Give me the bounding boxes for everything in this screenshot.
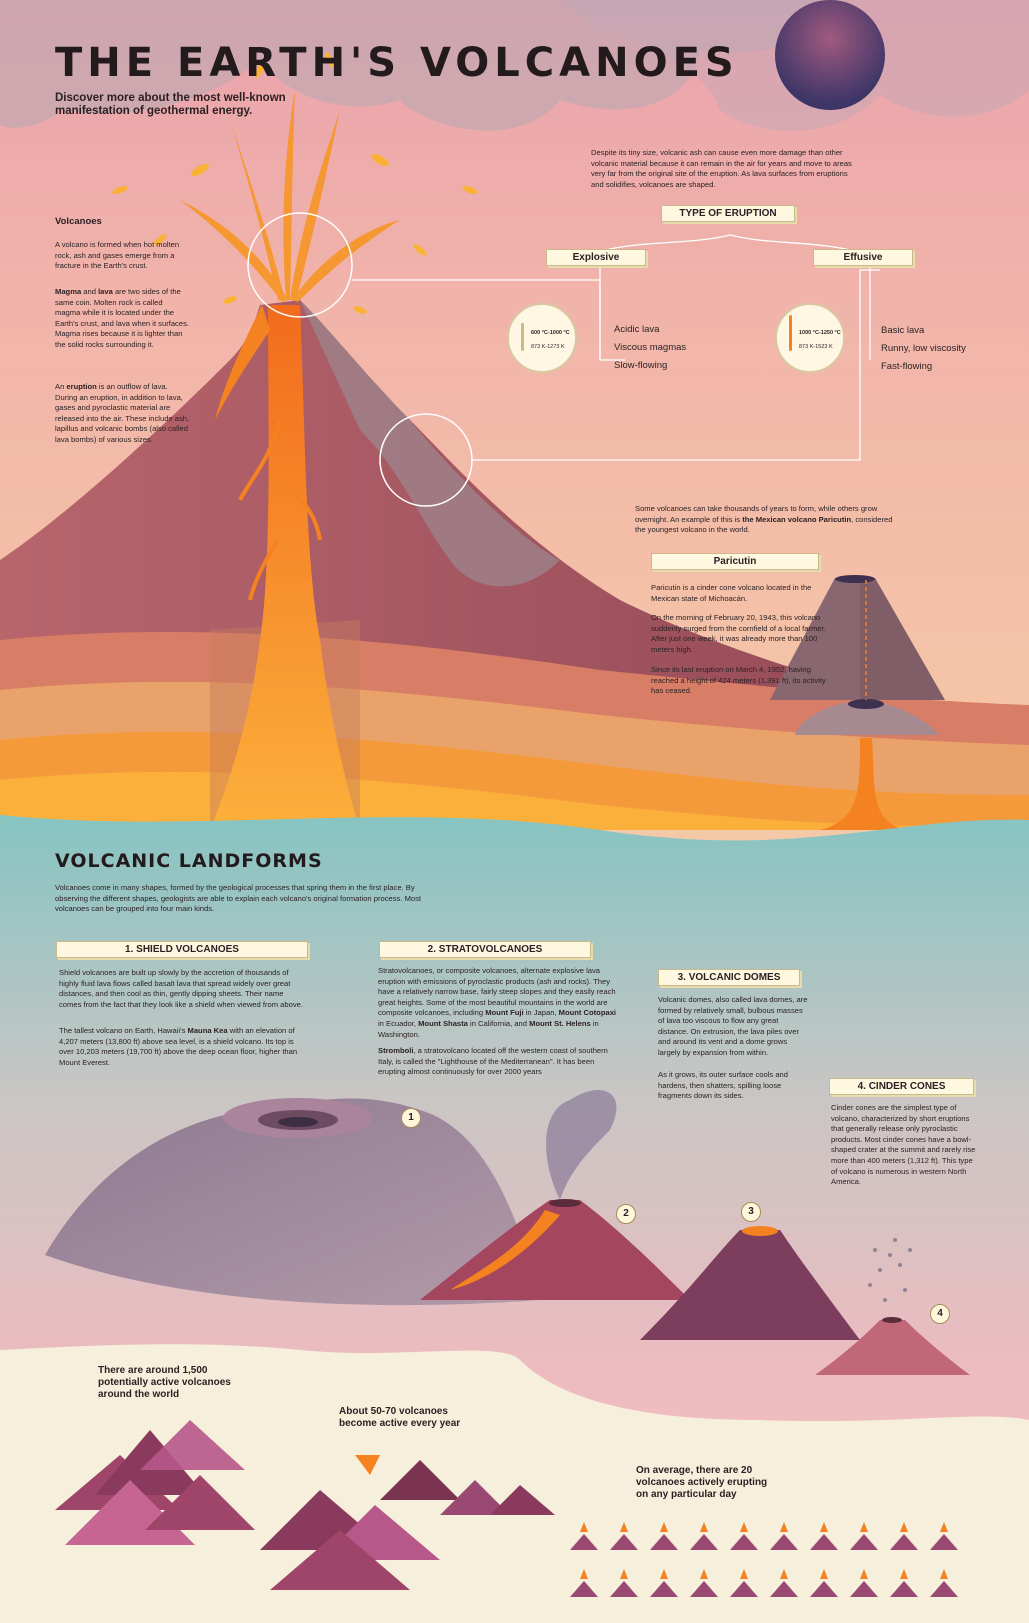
domes-paragraph-1: Volcanic domes, also called lava domes, … <box>658 995 808 1057</box>
paricutin-paragraph-2: On the morning of February 20, 1943, thi… <box>651 613 826 654</box>
explosive-trait: Viscous magmas <box>614 342 687 353</box>
small-volcano-icon <box>690 1581 718 1597</box>
small-volcano-icon <box>650 1581 678 1597</box>
page-subtitle: Discover more about the most well-known … <box>55 92 286 117</box>
paricutin-intro: Some volcanoes can take thousands of yea… <box>635 504 893 535</box>
thermometer-icon <box>789 315 792 351</box>
eruption-flame-icon <box>820 1569 828 1579</box>
ash-note: Despite its tiny size, volcanic ash can … <box>591 148 852 189</box>
effusive-trait: Fast-flowing <box>881 361 933 372</box>
small-volcano-icon <box>690 1534 718 1550</box>
small-volcano-icon <box>570 1581 598 1597</box>
domes-heading: 3. VOLCANIC DOMES <box>658 969 800 986</box>
eruption-flame-icon <box>660 1569 668 1579</box>
effusive-trait: Basic lava <box>881 325 925 336</box>
thermometer-icon <box>521 323 524 351</box>
small-volcano-icon <box>890 1534 918 1550</box>
eruption-flame-icon <box>580 1522 588 1532</box>
eruption-flame-icon <box>700 1569 708 1579</box>
paricutin-heading: Paricutin <box>651 553 819 570</box>
eruption-flame-icon <box>900 1569 908 1579</box>
cinder-paragraph-1: Cinder cones are the simplest type of vo… <box>831 1103 976 1187</box>
small-volcano-icon <box>770 1581 798 1597</box>
shield-number-badge: 1 <box>401 1108 421 1128</box>
eruption-flame-icon <box>780 1569 788 1579</box>
effusive-temperature: 1000 °C-1250 °C 873 K-1523 K <box>775 303 845 373</box>
explosive-trait: Acidic lava <box>614 324 660 335</box>
effusive-trait: Runny, low viscosity <box>881 343 966 354</box>
explosive-label: Explosive <box>546 249 646 266</box>
eruption-flame-icon <box>780 1522 788 1532</box>
eruption-flame-icon <box>900 1522 908 1532</box>
small-volcano-icon <box>610 1534 638 1550</box>
paricutin-paragraph-1: Paricutin is a cinder cone volcano locat… <box>651 583 812 603</box>
strato-number-badge: 2 <box>616 1204 636 1224</box>
small-volcano-icon <box>930 1534 958 1550</box>
paricutin-paragraph-3: Since its last eruption on March 4, 1952… <box>651 665 826 696</box>
eruption-flame-icon <box>940 1569 948 1579</box>
cinder-number-badge: 4 <box>930 1304 950 1324</box>
eruption-flame-icon <box>740 1522 748 1532</box>
small-volcano-icon <box>890 1581 918 1597</box>
explosive-temperature: 600 °C-1000 °C 873 K-1273 K <box>507 303 577 373</box>
volcanoes-heading: Volcanoes <box>55 216 102 227</box>
small-volcano-icon <box>730 1534 758 1550</box>
small-volcano-icon <box>610 1581 638 1597</box>
small-volcano-icon <box>930 1581 958 1597</box>
effusive-label: Effusive <box>813 249 913 266</box>
eruption-flame-icon <box>620 1522 628 1532</box>
landforms-heading: VOLCANIC LANDFORMS <box>55 850 323 872</box>
small-volcano-icon <box>650 1534 678 1550</box>
eruption-flame-icon <box>860 1522 868 1532</box>
small-volcano-icon <box>570 1534 598 1550</box>
stat-daily-erupting: On average, there are 20 volcanoes activ… <box>636 1465 768 1500</box>
stat-active-volcanoes: There are around 1,500 potentially activ… <box>98 1365 231 1400</box>
shield-paragraph-1: Shield volcanoes are built up slowly by … <box>59 968 303 1009</box>
small-volcano-icon <box>810 1581 838 1597</box>
eruption-flame-icon <box>700 1522 708 1532</box>
eruption-flame-icon <box>580 1569 588 1579</box>
shield-heading: 1. SHIELD VOLCANOES <box>56 941 308 958</box>
eruption-flame-icon <box>860 1569 868 1579</box>
magma-paragraph: Magma and lava are two sides of the same… <box>55 287 189 349</box>
domes-paragraph-2: As it grows, its outer surface cools and… <box>658 1070 788 1101</box>
eruption-flame-icon <box>620 1569 628 1579</box>
small-volcano-icon <box>850 1581 878 1597</box>
eruption-paragraph: An eruption is an outflow of lava. Durin… <box>55 382 190 444</box>
landforms-intro: Volcanoes come in many shapes, formed by… <box>55 883 422 914</box>
cinder-heading: 4. CINDER CONES <box>829 1078 974 1095</box>
strato-heading: 2. STRATOVOLCANOES <box>379 941 591 958</box>
small-volcano-icon <box>730 1581 758 1597</box>
small-volcano-icon <box>810 1534 838 1550</box>
strato-paragraph-1: Stratovolcanoes, or composite volcanoes,… <box>378 966 617 1039</box>
eruption-flame-icon <box>740 1569 748 1579</box>
strato-paragraph-2: Stromboli, a stratovolcano located off t… <box>378 1046 608 1077</box>
page-title: THE EARTH'S VOLCANOES <box>55 40 739 86</box>
volcanoes-paragraph-1: A volcano is formed when hot molten rock… <box>55 240 180 271</box>
eruption-flame-icon <box>940 1522 948 1532</box>
shield-paragraph-2: The tallest volcano on Earth, Hawaii's M… <box>59 1026 298 1067</box>
dome-number-badge: 3 <box>741 1202 761 1222</box>
explosive-trait: Slow-flowing <box>614 360 668 371</box>
small-volcano-icon <box>770 1534 798 1550</box>
type-of-eruption-heading: TYPE OF ERUPTION <box>661 205 795 222</box>
small-volcano-icon <box>850 1534 878 1550</box>
eruption-flame-icon <box>660 1522 668 1532</box>
eruption-flame-icon <box>820 1522 828 1532</box>
stat-yearly-active: About 50-70 volcanoes become active ever… <box>339 1406 461 1429</box>
